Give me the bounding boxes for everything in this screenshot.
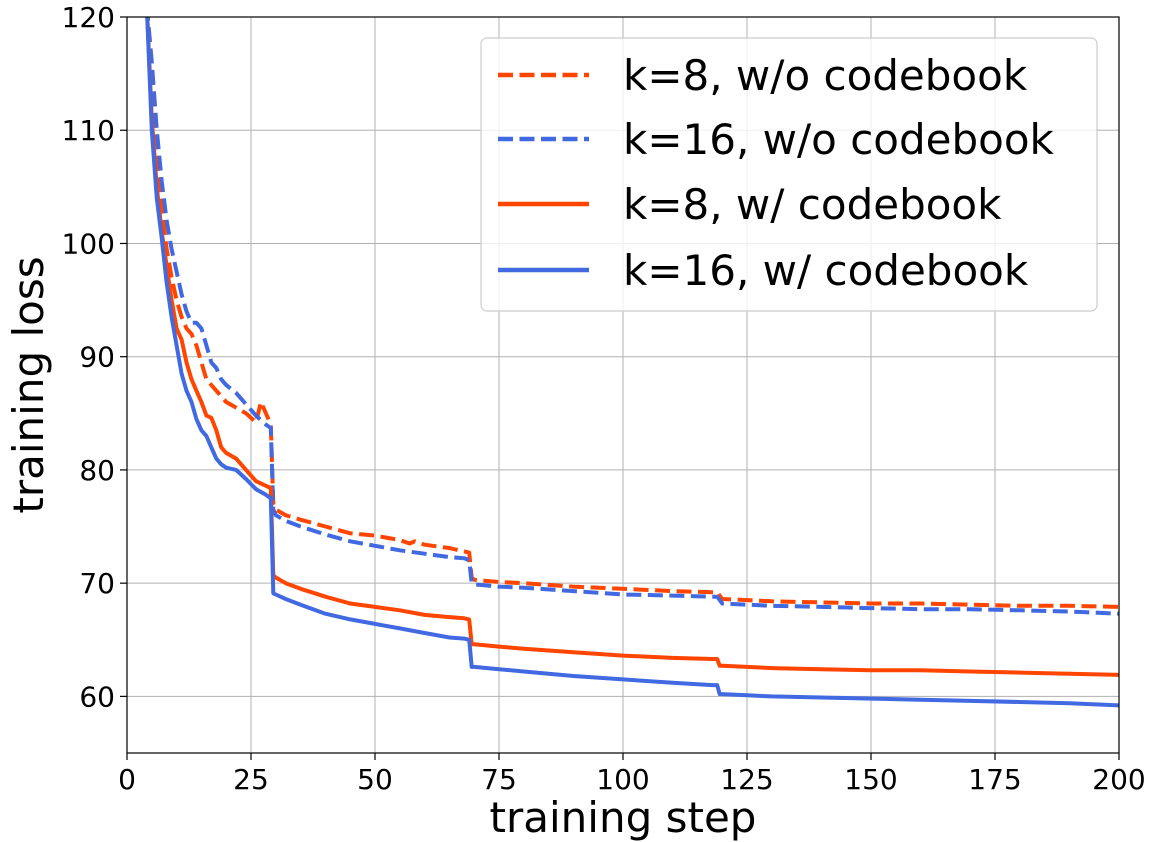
legend-label-4: k=16, w/ codebook xyxy=(623,246,1029,295)
series-layer xyxy=(145,17,1119,708)
y-tick-label: 80 xyxy=(79,454,115,487)
series-line-2 xyxy=(145,17,1119,616)
series-line-1 xyxy=(145,17,1119,609)
y-tick-label: 90 xyxy=(79,341,115,374)
x-tick-label: 100 xyxy=(596,763,649,796)
legend-box xyxy=(480,37,1098,312)
y-tick-label: 70 xyxy=(79,567,115,600)
y-tick-label: 120 xyxy=(62,1,115,34)
legend: k=8, w/o codebook k=16, w/o codebook k=8, … xyxy=(480,37,1098,312)
axis-ticks: 0 25 50 75 100 125 150 175 200 60 70 80 90 100 110 120 xyxy=(62,1,1146,796)
y-tick-label: 60 xyxy=(79,680,115,713)
legend-label-1: k=8, w/o codebook xyxy=(623,51,1028,100)
legend-label-3: k=8, w/ codebook xyxy=(623,180,1002,229)
y-tick-label: 100 xyxy=(62,227,115,260)
x-tick-label: 50 xyxy=(357,763,393,796)
y-tick-label: 110 xyxy=(62,114,115,147)
series-line-3 xyxy=(145,17,1119,677)
x-tick-label: 0 xyxy=(118,763,136,796)
x-tick-label: 175 xyxy=(968,763,1021,796)
x-tick-label: 200 xyxy=(1092,763,1145,796)
y-axis-label: training loss xyxy=(4,256,53,513)
x-tick-label: 150 xyxy=(844,763,897,796)
legend-label-2: k=16, w/o codebook xyxy=(623,115,1055,164)
series-line-4 xyxy=(145,17,1119,708)
x-tick-label: 75 xyxy=(481,763,517,796)
x-tick-label: 25 xyxy=(233,763,269,796)
x-axis-label: training step xyxy=(490,793,757,842)
x-tick-label: 125 xyxy=(720,763,773,796)
